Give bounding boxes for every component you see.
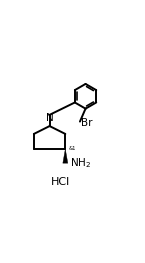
- Text: N: N: [46, 113, 54, 123]
- Text: NH$_2$: NH$_2$: [70, 156, 91, 170]
- Polygon shape: [63, 149, 68, 163]
- Text: Br: Br: [81, 118, 93, 128]
- Text: HCl: HCl: [51, 177, 70, 187]
- Text: &1: &1: [68, 146, 76, 151]
